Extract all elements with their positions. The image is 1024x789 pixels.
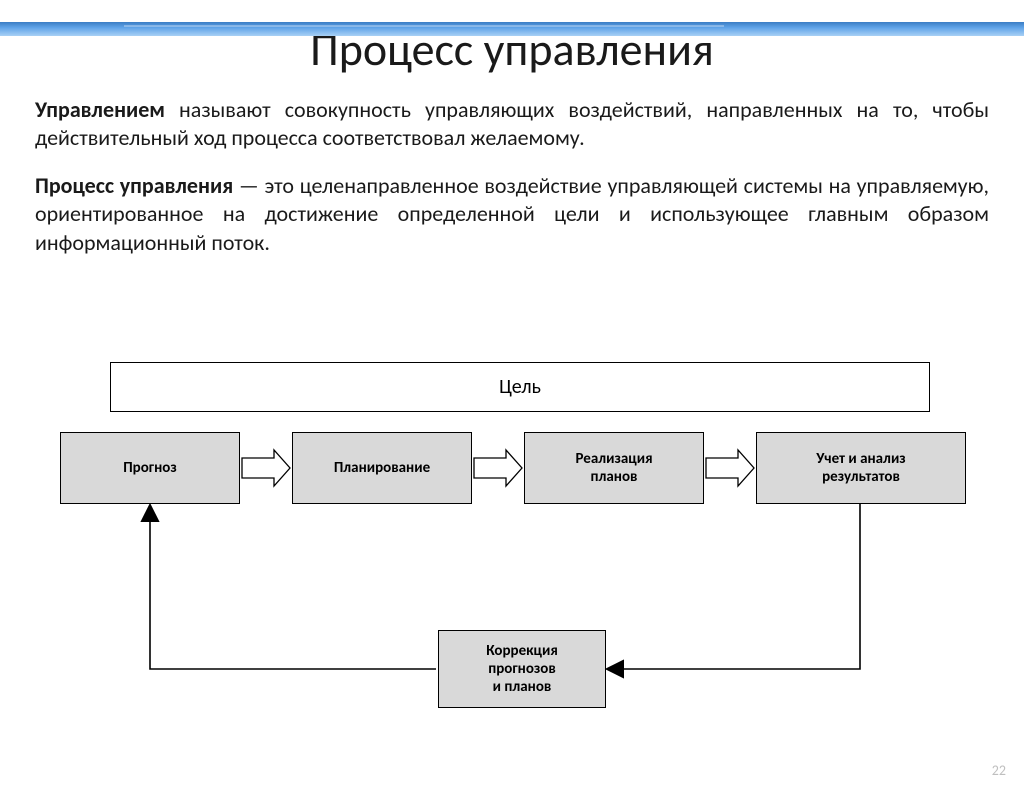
arrow-5 [150, 506, 436, 669]
arrow-1 [242, 450, 290, 486]
para1-bold: Управлением [35, 96, 165, 123]
arrow-4 [608, 504, 860, 669]
paragraph-1: Управлением называют совокупность управл… [35, 96, 989, 152]
flowchart-arrows [60, 362, 965, 742]
arrow-2 [474, 450, 522, 486]
paragraph-2: Процесс управления — это целенаправленно… [35, 172, 989, 256]
arrow-3 [706, 450, 754, 486]
text-content: Управлением называют совокупность управл… [0, 78, 1024, 257]
para1-rest: называют совокупность управляющих воздей… [35, 96, 989, 151]
para2-bold: Процесс управления [35, 172, 233, 199]
header-gradient [0, 22, 1024, 36]
page-number: 22 [992, 762, 1006, 779]
flowchart: Цель Прогноз Планирование Реализацияплан… [60, 362, 965, 742]
